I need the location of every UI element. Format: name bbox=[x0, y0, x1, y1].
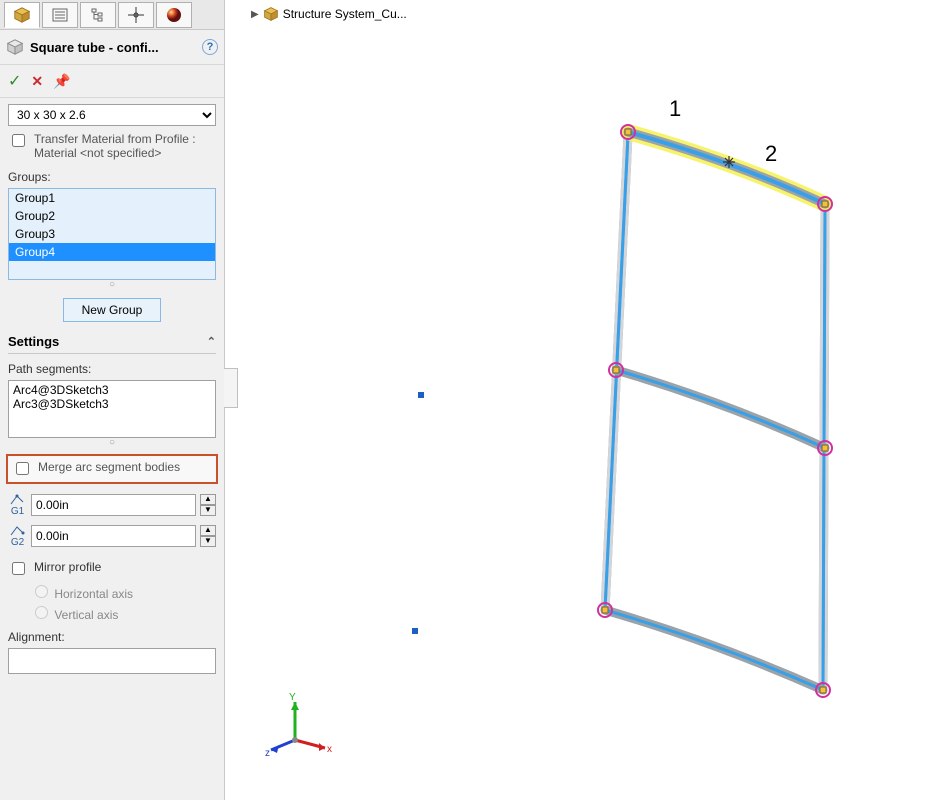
svg-text:z: z bbox=[265, 748, 270, 759]
g1-offset-input[interactable] bbox=[31, 494, 196, 516]
merge-arc-highlight: Merge arc segment bodies bbox=[6, 454, 218, 484]
settings-heading-row: Settings ⌃ bbox=[8, 330, 216, 354]
mirror-profile-label: Mirror profile bbox=[34, 560, 101, 574]
help-button[interactable]: ? bbox=[202, 39, 218, 55]
g2-offset-input[interactable] bbox=[31, 525, 196, 547]
path-listbox-handle[interactable]: ○ bbox=[8, 437, 216, 448]
ok-button[interactable]: ✓ bbox=[8, 71, 21, 91]
alignment-label: Alignment: bbox=[8, 630, 216, 644]
g1-down[interactable]: ▼ bbox=[200, 505, 216, 516]
transfer-material-row: Transfer Material from Profile : Materia… bbox=[8, 126, 216, 162]
svg-text:Y: Y bbox=[289, 692, 296, 703]
view-triad[interactable]: x Y z bbox=[265, 690, 335, 760]
settings-heading: Settings bbox=[8, 334, 59, 349]
g1-icon: G1 bbox=[8, 492, 27, 517]
property-scroll[interactable]: 30 x 30 x 2.6 Transfer Material from Pro… bbox=[0, 98, 224, 798]
path-segments-listbox[interactable]: Arc4@3DSketch3Arc3@3DSketch3 bbox=[8, 380, 216, 438]
mirror-profile-row: Mirror profile bbox=[8, 554, 216, 580]
merge-arc-label: Merge arc segment bodies bbox=[38, 460, 180, 474]
transfer-material-checkbox[interactable] bbox=[12, 134, 25, 147]
path-segment-item[interactable]: Arc4@3DSketch3 bbox=[13, 383, 211, 397]
g2-down[interactable]: ▼ bbox=[200, 536, 216, 547]
group-item[interactable]: Group1 bbox=[9, 189, 215, 207]
tab-property-manager[interactable] bbox=[42, 2, 78, 28]
mirror-profile-checkbox[interactable] bbox=[12, 562, 25, 575]
group-item[interactable]: Group3 bbox=[9, 225, 215, 243]
tab-dimxpert[interactable] bbox=[118, 2, 154, 28]
g2-icon: G2 bbox=[8, 523, 27, 548]
merge-arc-checkbox[interactable] bbox=[16, 462, 29, 475]
g1-spinner: ▲ ▼ bbox=[200, 494, 216, 516]
vert-axis-row[interactable]: Vertical axis bbox=[30, 603, 216, 622]
g2-offset-row: G2 ▲ ▼ bbox=[8, 523, 216, 548]
g2-spinner: ▲ ▼ bbox=[200, 525, 216, 547]
groups-listbox[interactable]: Group1Group2Group3Group4 bbox=[8, 188, 216, 280]
alignment-listbox[interactable] bbox=[8, 648, 216, 674]
svg-text:x: x bbox=[327, 744, 332, 755]
tree-icon bbox=[90, 7, 106, 23]
groups-label: Groups: bbox=[8, 170, 216, 184]
tab-configuration-manager[interactable] bbox=[80, 2, 116, 28]
annotation-2: 2 bbox=[765, 141, 777, 166]
listbox-resize-handle[interactable]: ○ bbox=[8, 279, 216, 290]
collapse-caret-icon[interactable]: ⌃ bbox=[207, 335, 216, 348]
origin-marker bbox=[418, 392, 424, 398]
feature-title: Square tube - confi... bbox=[30, 40, 202, 55]
cancel-button[interactable]: ✕ bbox=[31, 73, 43, 90]
transfer-material-label: Transfer Material from Profile : Materia… bbox=[34, 132, 216, 160]
path-segment-item[interactable]: Arc3@3DSketch3 bbox=[13, 397, 211, 411]
new-group-button[interactable]: New Group bbox=[63, 298, 162, 322]
profile-cube-icon bbox=[6, 38, 24, 56]
list-icon bbox=[52, 7, 68, 23]
g1-up[interactable]: ▲ bbox=[200, 494, 216, 505]
profile-size-combo[interactable]: 30 x 30 x 2.6 bbox=[8, 104, 216, 126]
tab-feature-manager[interactable] bbox=[4, 2, 40, 28]
cube-icon bbox=[13, 6, 31, 24]
horiz-axis-row[interactable]: Horizontal axis bbox=[30, 582, 216, 601]
annotation-1: 1 bbox=[669, 96, 681, 121]
feature-header: Square tube - confi... ? bbox=[0, 30, 224, 65]
group-item[interactable]: Group2 bbox=[9, 207, 215, 225]
origin-marker bbox=[412, 628, 418, 634]
graphics-viewport[interactable]: ▶ Structure System_Cu... bbox=[225, 0, 940, 800]
model-render: 1 2 bbox=[225, 0, 940, 800]
g1-offset-row: G1 ▲ ▼ bbox=[8, 492, 216, 517]
path-segments-label: Path segments: bbox=[8, 362, 216, 376]
tab-display-manager[interactable] bbox=[156, 2, 192, 28]
g2-up[interactable]: ▲ bbox=[200, 525, 216, 536]
pin-button[interactable]: 📌 bbox=[53, 73, 70, 90]
horiz-axis-radio bbox=[35, 585, 48, 598]
mirror-axis-group: Horizontal axis Vertical axis bbox=[8, 582, 216, 622]
property-panel: Square tube - confi... ? ✓ ✕ 📌 30 x 30 x… bbox=[0, 0, 225, 800]
action-row: ✓ ✕ 📌 bbox=[0, 65, 224, 98]
target-icon bbox=[128, 7, 144, 23]
vert-axis-radio bbox=[35, 606, 48, 619]
group-item[interactable]: Group4 bbox=[9, 243, 215, 261]
sphere-icon bbox=[166, 7, 182, 23]
panel-tab-strip bbox=[0, 0, 224, 30]
